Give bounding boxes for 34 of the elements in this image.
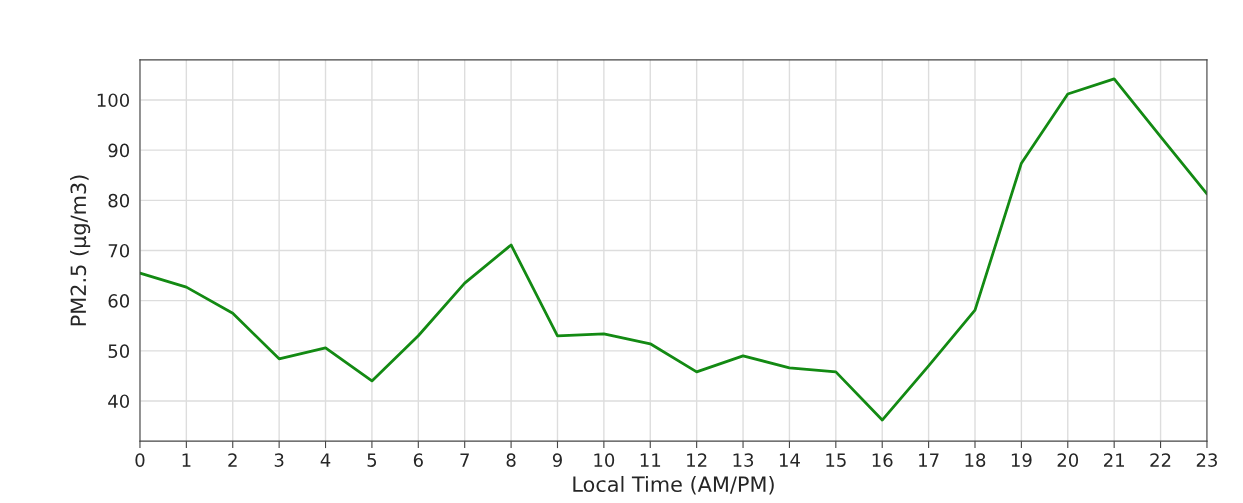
x-tick-label: 22 — [1150, 453, 1171, 467]
x-tick-label: 2 — [228, 453, 237, 467]
y-tick-label: 50 — [108, 344, 130, 358]
x-tick-label: 23 — [1196, 453, 1217, 467]
x-tick-label: 16 — [872, 453, 893, 467]
y-tick-label: 90 — [108, 143, 130, 158]
x-tick-label: 20 — [1057, 453, 1079, 467]
x-tick-label: 8 — [506, 453, 516, 467]
x-tick-label: 13 — [733, 453, 754, 467]
y-tick-label: 40 — [108, 394, 130, 409]
y-tick-label: 70 — [108, 243, 130, 258]
x-tick-label: 21 — [1104, 453, 1124, 467]
y-tick-label: 60 — [108, 294, 130, 308]
y-tick-label: 80 — [108, 193, 130, 208]
x-tick-label: 18 — [965, 453, 986, 467]
y-axis-title: PM2.5 (µg/m3) — [70, 175, 91, 326]
y-tick-label: 100 — [97, 93, 130, 108]
x-tick-label: 6 — [413, 453, 423, 467]
x-tick-label: 3 — [274, 453, 284, 467]
x-tick-label: 12 — [687, 453, 707, 467]
x-tick-label: 5 — [367, 453, 377, 467]
x-tick-label: 19 — [1011, 453, 1032, 467]
x-tick-label: 11 — [640, 453, 661, 467]
x-tick-label: 4 — [320, 453, 331, 467]
x-tick-label: 0 — [135, 453, 145, 467]
line-series — [139, 77, 1207, 422]
x-tick-label: 14 — [779, 453, 800, 467]
x-tick-label: 7 — [460, 453, 469, 467]
x-tick-label: 1 — [182, 453, 191, 467]
x-tick-label: 9 — [552, 453, 562, 467]
x-tick-label: 17 — [919, 453, 939, 467]
x-axis-title: Local Time (AM/PM) — [573, 475, 774, 495]
x-tick-label: 10 — [594, 453, 615, 467]
x-tick-label: 15 — [826, 453, 846, 467]
